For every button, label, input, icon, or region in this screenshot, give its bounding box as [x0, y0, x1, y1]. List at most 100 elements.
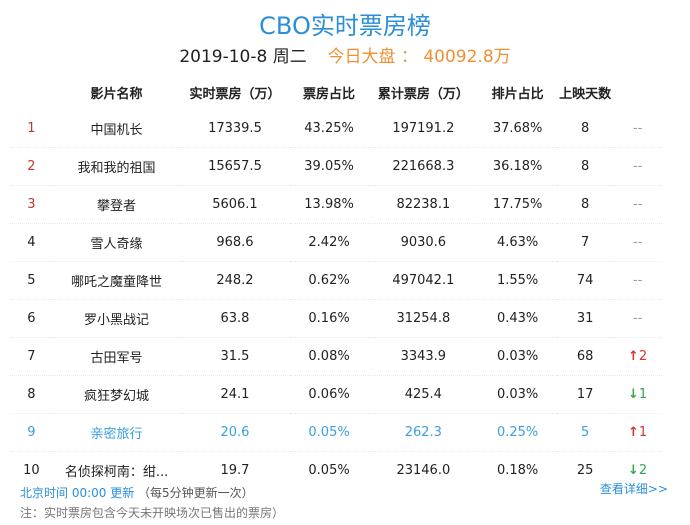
table-row: 10 名侦探柯南：绀... 19.7 0.05% 23146.0 0.18% 25 ↓2 [10, 451, 662, 489]
cumulative-box-office-cell: 221668.3 [368, 147, 479, 186]
realtime-box-office-cell: 63.8 [180, 299, 290, 338]
weekday-text: 周二 [272, 47, 307, 67]
view-details-link[interactable]: 查看详细>> [599, 482, 668, 496]
rank-change: ↑1 [628, 425, 647, 440]
screening-share-cell: 36.18% [478, 147, 557, 186]
days-in-release-cell: 5 [557, 413, 614, 452]
cumulative-box-office-cell: 82238.1 [368, 185, 479, 224]
dapan-value: 40092.8万 [423, 47, 511, 67]
screening-share-cell: 4.63% [478, 223, 557, 262]
realtime-box-office-cell: 20.6 [180, 413, 290, 452]
table-row[interactable]: 9 亲密旅行 20.6 0.05% 262.3 0.25% 5 ↑1 [10, 413, 662, 452]
rank-change: ↓1 [628, 387, 647, 402]
days-in-release-cell: 7 [557, 223, 614, 262]
days-in-release-cell: 8 [580, 121, 590, 136]
rank-change-text: 2 [638, 349, 648, 364]
rank-change-cell: ↓1 [613, 375, 662, 414]
rank-change-text: 2 [638, 463, 648, 478]
table-row: 4 雪人奇缘 968.6 2.42% 9030.6 4.63% 7 -- [10, 223, 662, 262]
update-time-text: 北京时间 00:00 更新 [20, 486, 135, 500]
header-rank [10, 74, 53, 110]
rank-cell: 1 [27, 121, 36, 136]
box-office-share-cell: 13.98% [289, 185, 369, 224]
box-office-share-cell: 0.05% [289, 413, 369, 452]
screening-share-cell: 0.43% [478, 299, 557, 338]
box-office-share-cell: 43.25% [304, 121, 354, 136]
days-in-release-cell: 8 [557, 185, 614, 224]
rank-change-cell: -- [613, 299, 662, 338]
movie-name-cell: 哪吒之魔童降世 [52, 261, 181, 300]
days-in-release-cell: 74 [557, 261, 614, 300]
rank-cell: 10 [10, 451, 53, 489]
rank-cell: 3 [10, 185, 53, 224]
movie-name-cell: 疯狂梦幻城 [52, 375, 181, 414]
arrow-down-icon: ↓ [628, 387, 639, 402]
rank-change: ↑2 [628, 349, 647, 364]
realtime-box-office-cell: 31.5 [180, 337, 290, 376]
realtime-box-office-cell: 24.1 [180, 375, 290, 414]
realtime-box-office-cell: 968.6 [180, 223, 290, 262]
header-realtime: 实时票房（万） [189, 86, 281, 102]
table-row: 2 我和我的祖国 15657.5 39.05% 221668.3 36.18% 8 -- [10, 147, 662, 186]
days-in-release-cell: 17 [557, 375, 614, 414]
movie-name-cell: 亲密旅行 [52, 413, 181, 452]
movie-name-cell: 雪人奇缘 [52, 223, 181, 262]
cumulative-box-office-cell: 425.4 [368, 375, 479, 414]
movie-name-cell: 中国机长 [90, 123, 143, 138]
table-row: 8 疯狂梦幻城 24.1 0.06% 425.4 0.03% 17 ↓1 [10, 375, 662, 414]
box-office-share-cell: 0.06% [289, 375, 369, 414]
table-row: 6 罗小黑战记 63.8 0.16% 31254.8 0.43% 31 -- [10, 299, 662, 338]
screening-share-cell: 17.75% [478, 185, 557, 224]
rank-change-cell: -- [613, 147, 662, 186]
realtime-box-office-cell: 248.2 [180, 261, 290, 300]
rank-cell: 6 [10, 299, 53, 338]
header-name: 影片名称 [90, 86, 143, 102]
table-header-row: 影片名称 实时票房（万） 票房占比 累计票房（万） 排片占比 上映天数 [10, 74, 662, 110]
rank-change-text: -- [632, 311, 643, 326]
rank-change-text: -- [632, 197, 643, 212]
rank-cell: 7 [10, 337, 53, 376]
header-days: 上映天数 [559, 86, 612, 102]
realtime-box-office-cell: 15657.5 [180, 147, 290, 186]
rank-change-text: 1 [638, 387, 648, 402]
cumulative-box-office-cell: 497042.1 [368, 261, 479, 300]
rank-change-cell: -- [613, 185, 662, 224]
movie-name-cell: 古田军号 [52, 337, 181, 376]
footnote: 注：实时票房包含今天未开映场次已售出的票房） [20, 506, 285, 520]
rank-change-cell: -- [613, 261, 662, 300]
movie-name-cell: 我和我的祖国 [52, 147, 181, 186]
cumulative-box-office-cell: 3343.9 [368, 337, 479, 376]
rank-change-text: -- [632, 235, 643, 250]
page-title: CBO实时票房榜 [259, 12, 431, 40]
header-seat: 排片占比 [491, 86, 544, 102]
rank-change: ↓2 [628, 463, 647, 478]
rank-change-cell: ↑1 [613, 413, 662, 452]
movie-name-cell: 攀登者 [52, 185, 181, 224]
rank-change-text: -- [632, 159, 643, 174]
table-row: 3 攀登者 5606.1 13.98% 82238.1 17.75% 8 -- [10, 185, 662, 224]
box-office-share-cell: 0.08% [289, 337, 369, 376]
update-time: 北京时间 00:00 更新 （每5分钟更新一次） [20, 484, 254, 501]
movie-name-cell: 名侦探柯南：绀... [52, 451, 181, 489]
realtime-box-office-cell: 17339.5 [208, 121, 262, 136]
cumulative-box-office-cell: 9030.6 [368, 223, 479, 262]
cumulative-box-office-cell: 31254.8 [368, 299, 479, 338]
days-in-release-cell: 8 [557, 147, 614, 186]
movie-name-cell: 罗小黑战记 [52, 299, 181, 338]
box-office-table: 影片名称 实时票房（万） 票房占比 累计票房（万） 排片占比 上映天数 1 中国机… [10, 74, 662, 489]
box-office-share-cell: 2.42% [289, 223, 369, 262]
screening-share-cell: 37.68% [492, 121, 543, 136]
table-body: 1 中国机长 17339.5 43.25% 197191.2 37.68% 8 -- 2 我和我的… [10, 110, 662, 489]
date-line: 2019-10-8 周二 今日大盘 ： 40092.8万 [0, 42, 690, 67]
header-change [613, 74, 662, 110]
rank-change-text: -- [632, 121, 643, 136]
rank-change-cell: -- [613, 223, 662, 262]
rank-cell: 8 [10, 375, 53, 414]
update-frequency: （每5分钟更新一次） [138, 486, 254, 500]
rank-cell: 2 [10, 147, 53, 186]
rank-change-cell: -- [613, 110, 662, 148]
cumulative-box-office-cell: 23146.0 [368, 451, 479, 489]
date-text: 2019-10-8 [179, 47, 268, 67]
header-cumulative: 累计票房（万） [377, 86, 469, 102]
days-in-release-cell: 68 [557, 337, 614, 376]
